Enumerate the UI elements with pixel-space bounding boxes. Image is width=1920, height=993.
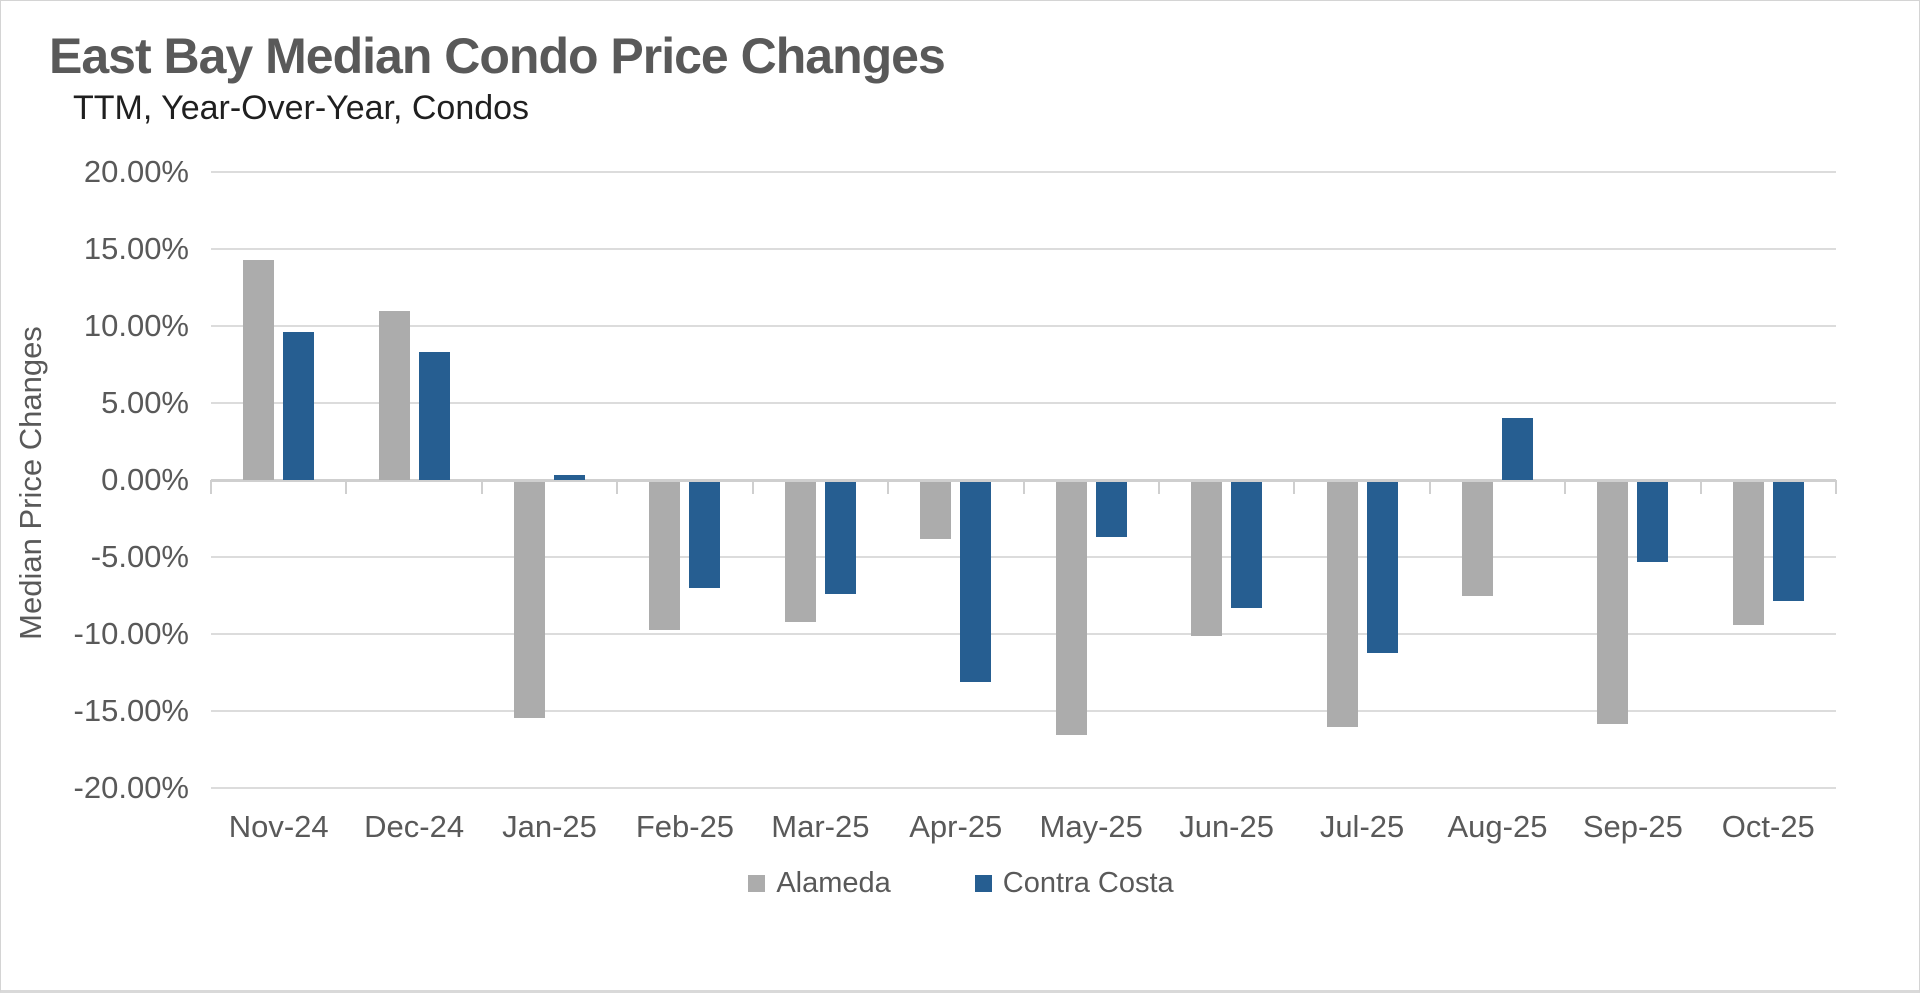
bar-alameda-oct-25 [1732, 482, 1764, 626]
axis-tick [616, 480, 619, 494]
x-axis-label: Jul-25 [1319, 809, 1405, 844]
bar-alameda-nov-24 [243, 259, 275, 480]
bar-contra-costa-mar-25 [824, 482, 856, 595]
axis-tick [1022, 480, 1025, 494]
y-axis-label: 5.00% [101, 385, 189, 420]
x-axis-label: Apr-25 [909, 809, 1003, 844]
axis-tick [751, 480, 754, 494]
y-axis-label: -10.00% [73, 616, 189, 651]
y-axis-label: 0.00% [101, 462, 189, 497]
bar-alameda-apr-25 [920, 482, 952, 539]
legend-swatch-contra-costa [974, 875, 992, 892]
y-axis-label: -15.00% [73, 693, 189, 728]
bar-alameda-dec-24 [378, 310, 410, 480]
x-axis-label: Jun-25 [1179, 809, 1274, 844]
x-axis-label: Nov-24 [228, 809, 329, 844]
chart-subtitle: TTM, Year-Over-Year, Condos [73, 89, 530, 127]
bar-contra-costa-jan-25 [554, 475, 586, 480]
bar-contra-costa-aug-25 [1501, 418, 1533, 480]
gridline [211, 710, 1836, 712]
bar-alameda-may-25 [1055, 482, 1087, 735]
axis-tick [887, 480, 890, 494]
legend: Alameda Contra Costa [1, 867, 1919, 900]
bar-alameda-sep-25 [1597, 482, 1629, 724]
bar-contra-costa-jun-25 [1231, 482, 1263, 609]
bar-contra-costa-apr-25 [960, 482, 992, 683]
bar-alameda-mar-25 [784, 482, 816, 623]
bar-contra-costa-feb-25 [689, 482, 721, 589]
bar-alameda-jun-25 [1191, 482, 1223, 636]
gridline [211, 248, 1836, 250]
legend-item-alameda: Alameda [748, 867, 891, 900]
bar-contra-costa-jul-25 [1366, 482, 1398, 653]
gridline [211, 325, 1836, 327]
gridline [211, 633, 1836, 635]
x-axis-label: Sep-25 [1582, 809, 1683, 844]
x-axis-label: Jan-25 [502, 809, 597, 844]
axis-tick [1564, 480, 1567, 494]
legend-item-contra-costa: Contra Costa [974, 867, 1174, 900]
x-axis-label: Oct-25 [1721, 809, 1815, 844]
gridline [211, 402, 1836, 404]
gridline [211, 171, 1836, 173]
gridline [211, 787, 1836, 789]
y-axis-label: -20.00% [73, 770, 189, 805]
bar-alameda-feb-25 [649, 482, 681, 630]
bar-contra-costa-dec-24 [418, 352, 450, 480]
axis-tick [210, 480, 212, 494]
plot-area [210, 171, 1837, 789]
bar-alameda-aug-25 [1461, 482, 1493, 596]
legend-label: Alameda [776, 867, 891, 899]
bar-contra-costa-sep-25 [1637, 482, 1669, 563]
axis-tick [345, 480, 348, 494]
y-axis-label: 10.00% [83, 308, 189, 343]
chart-title: East Bay Median Condo Price Changes [49, 28, 946, 84]
x-axis-label: Mar-25 [771, 809, 870, 844]
axis-tick [1699, 480, 1702, 494]
bar-contra-costa-may-25 [1095, 482, 1127, 538]
y-axis-label: 15.00% [83, 231, 189, 266]
legend-swatch-alameda [748, 875, 766, 892]
bar-alameda-jul-25 [1326, 482, 1358, 727]
bar-contra-costa-nov-24 [283, 332, 315, 480]
y-axis-label: 20.00% [83, 154, 189, 189]
x-axis-label: Feb-25 [635, 809, 735, 844]
legend-label: Contra Costa [1002, 867, 1174, 899]
x-axis-label: Dec-24 [364, 809, 465, 844]
axis-tick [1835, 480, 1837, 494]
bar-alameda-jan-25 [514, 482, 546, 718]
gridline [211, 556, 1836, 558]
axis-tick [1428, 480, 1431, 494]
bar-contra-costa-oct-25 [1772, 482, 1804, 601]
axis-tick [1157, 480, 1160, 494]
x-axis-label: May-25 [1039, 809, 1143, 844]
y-axis-label: -5.00% [90, 539, 189, 574]
x-axis-label: Aug-25 [1447, 809, 1548, 844]
axis-tick [480, 480, 483, 494]
axis-tick [1293, 480, 1296, 494]
